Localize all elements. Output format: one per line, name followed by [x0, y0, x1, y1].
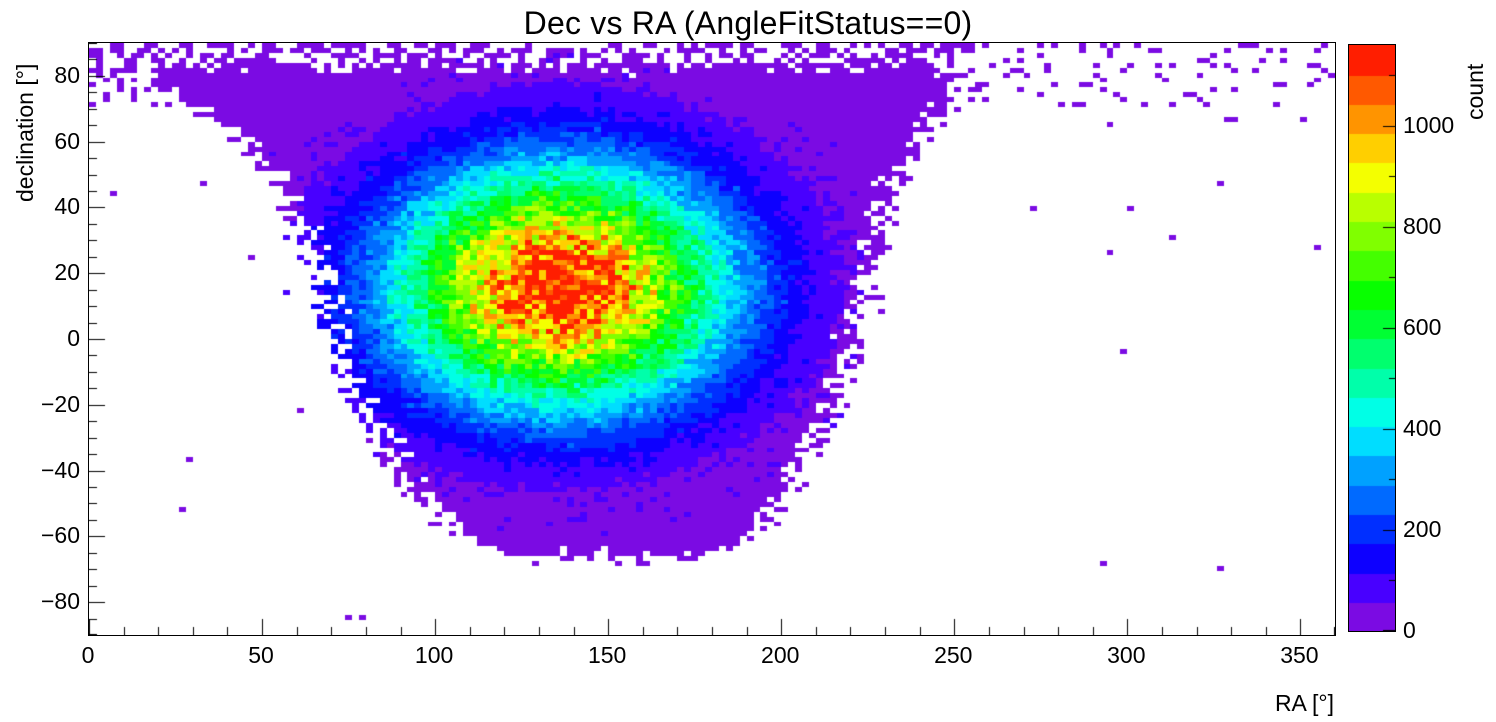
x-tick-label: 100	[414, 642, 454, 668]
x-tick-label: 250	[934, 642, 973, 668]
y-tick-label: −60	[40, 522, 80, 549]
z-tick-label: 200	[1403, 515, 1442, 542]
x-tick-label: 300	[1107, 642, 1146, 668]
x-tick-label: 200	[761, 642, 800, 668]
y-tick-label: 0	[67, 325, 80, 351]
colorbar	[1348, 44, 1396, 632]
y-tick-label: 80	[54, 61, 80, 88]
y-tick-label: −20	[40, 390, 80, 417]
heatmap-canvas	[89, 43, 1335, 635]
colorbar-canvas	[1349, 45, 1395, 631]
z-tick-label: 1000	[1403, 111, 1455, 138]
x-axis-title: RA [°]	[1274, 690, 1334, 716]
x-tick-label: 150	[587, 642, 627, 668]
y-tick-label: −80	[40, 588, 80, 615]
plot-frame	[88, 42, 1336, 636]
z-tick-label: 800	[1403, 212, 1442, 239]
y-tick-label: 60	[54, 127, 80, 154]
z-tick-label: 0	[1403, 617, 1416, 643]
z-tick-label: 600	[1403, 313, 1442, 340]
y-tick-label: 40	[54, 193, 80, 220]
x-tick-label: 0	[81, 642, 95, 668]
z-tick-label: 400	[1403, 414, 1442, 441]
chart-title: Dec vs RA (AngleFitStatus==0)	[523, 5, 973, 41]
y-tick-label: 20	[54, 259, 80, 286]
x-tick-label: 350	[1280, 642, 1319, 668]
y-tick-label: −40	[40, 456, 80, 483]
z-axis-title: count	[1462, 63, 1488, 120]
x-tick-label: 50	[248, 642, 274, 668]
